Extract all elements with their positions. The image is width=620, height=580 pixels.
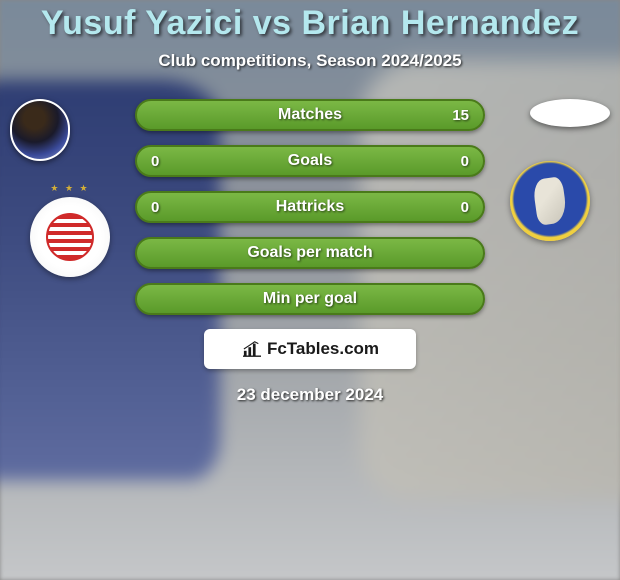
branding-badge[interactable]: FcTables.com <box>204 329 416 369</box>
stat-pill-goals: 0 Goals 0 <box>135 145 485 177</box>
stat-label: Goals per match <box>247 244 372 262</box>
page-title: Yusuf Yazici vs Brian Hernandez <box>0 4 620 43</box>
stat-pill-min-per-goal: Min per goal <box>135 283 485 315</box>
stat-label: Hattricks <box>276 198 344 216</box>
player-photo-left <box>10 99 70 161</box>
subtitle: Club competitions, Season 2024/2025 <box>0 51 620 71</box>
club-logo-left <box>30 197 110 277</box>
stat-right-value: 0 <box>461 199 469 216</box>
club-logo-right <box>510 161 590 241</box>
stat-left-value: 0 <box>151 153 159 170</box>
stat-pill-matches: Matches 15 <box>135 99 485 131</box>
stat-label: Min per goal <box>263 290 357 308</box>
date-label: 23 december 2024 <box>10 385 610 405</box>
stat-right-value: 15 <box>452 107 469 124</box>
stat-pill-hattricks: 0 Hattricks 0 <box>135 191 485 223</box>
branding-text: FcTables.com <box>267 339 379 359</box>
stat-label: Matches <box>278 106 342 124</box>
stat-right-value: 0 <box>461 153 469 170</box>
bar-chart-icon <box>241 340 263 358</box>
stat-label: Goals <box>288 152 332 170</box>
player-photo-right <box>530 99 610 127</box>
stat-left-value: 0 <box>151 199 159 216</box>
stats-area: Matches 15 0 Goals 0 0 Hattricks 0 Goals… <box>0 99 620 405</box>
stat-pill-goals-per-match: Goals per match <box>135 237 485 269</box>
